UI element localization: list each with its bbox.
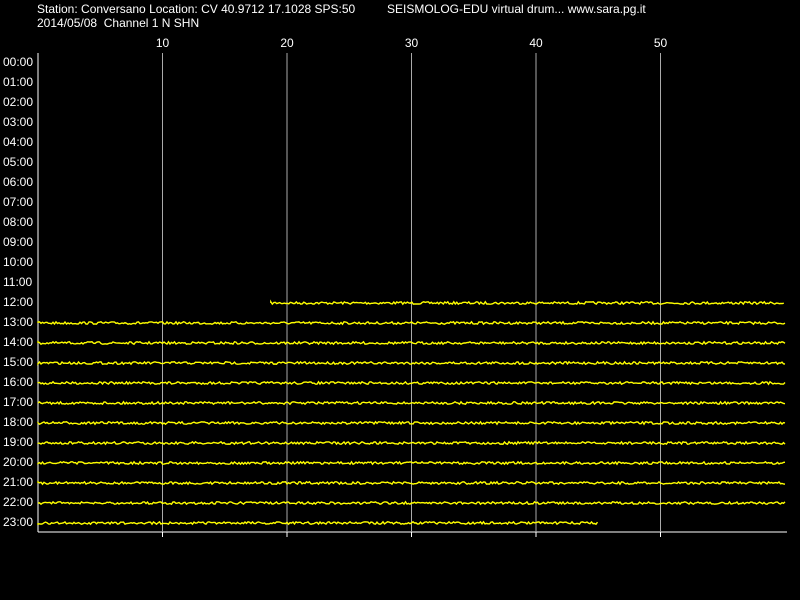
trace: [37, 320, 786, 326]
y-tick-label: 03:00: [3, 115, 33, 129]
trace: [37, 500, 786, 506]
annotation: SEISMOLOG-EDU virtual drum... www.sara.p…: [387, 2, 646, 16]
y-tick-label: 13:00: [3, 315, 33, 329]
trace: [37, 360, 786, 366]
y-tick-label: 16:00: [3, 375, 33, 389]
y-tick-label: 17:00: [3, 395, 33, 409]
y-tick-label: 14:00: [3, 335, 33, 349]
y-tick-label: 04:00: [3, 135, 33, 149]
y-tick-label: 10:00: [3, 255, 33, 269]
x-tick-label: 10: [156, 36, 170, 50]
y-tick-label: 00:00: [3, 55, 33, 69]
x-tick-label: 50: [654, 36, 668, 50]
trace: [37, 400, 786, 406]
chart-subtitle: 2014/05/08 Channel 1 N SHN: [37, 16, 199, 30]
trace: [37, 460, 786, 466]
y-tick-label: 12:00: [3, 295, 33, 309]
y-tick-label: 20:00: [3, 455, 33, 469]
x-tick-label: 40: [529, 36, 543, 50]
x-tick-label: 20: [280, 36, 294, 50]
y-tick-label: 09:00: [3, 235, 33, 249]
x-tick-label: 30: [405, 36, 419, 50]
y-tick-label: 11:00: [3, 275, 32, 289]
trace: [270, 299, 784, 306]
y-tick-label: 18:00: [3, 415, 33, 429]
y-tick-label: 23:00: [3, 515, 33, 529]
y-tick-label: 02:00: [3, 95, 33, 109]
trace: [37, 420, 786, 426]
trace: [37, 340, 786, 346]
trace: [37, 520, 599, 526]
y-tick-label: 19:00: [3, 435, 33, 449]
y-tick-label: 08:00: [3, 215, 33, 229]
chart-title: Station: Conversano Location: CV 40.9712…: [37, 2, 356, 16]
y-tick-label: 01:00: [3, 75, 33, 89]
y-tick-label: 21:00: [3, 475, 33, 489]
y-tick-label: 07:00: [3, 195, 33, 209]
y-tick-label: 15:00: [3, 355, 33, 369]
trace: [37, 380, 786, 386]
y-tick-label: 22:00: [3, 495, 33, 509]
y-tick-label: 06:00: [3, 175, 33, 189]
trace: [37, 480, 786, 486]
y-tick-label: 05:00: [3, 155, 33, 169]
trace: [37, 440, 786, 446]
